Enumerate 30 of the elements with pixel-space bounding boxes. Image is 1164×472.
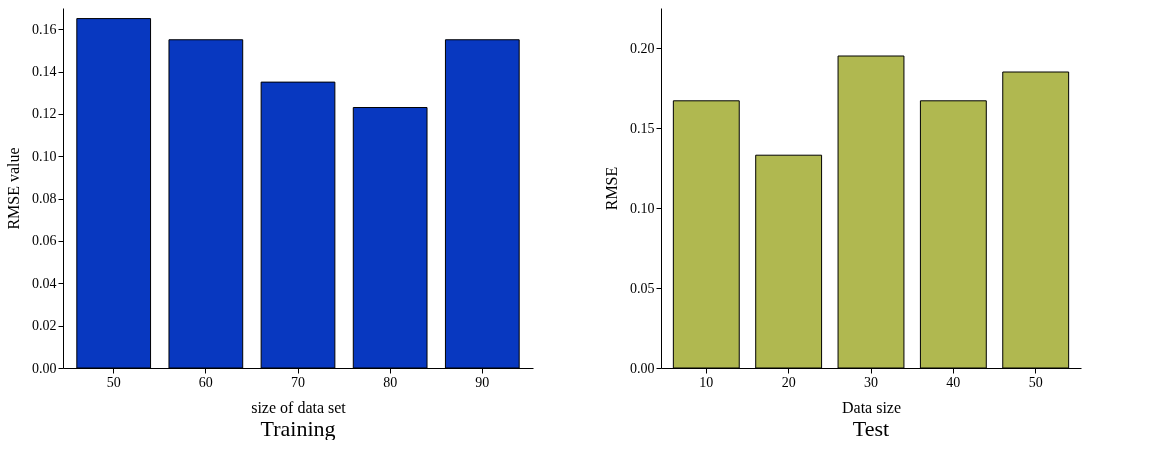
y-tick-label: 0.12 bbox=[32, 106, 57, 122]
y-axis-title: RMSE value bbox=[5, 147, 22, 230]
x-tick-label: 30 bbox=[864, 374, 878, 390]
y-tick-label: 0.20 bbox=[630, 40, 655, 56]
x-tick-label: 10 bbox=[699, 374, 714, 390]
x-tick-label: 50 bbox=[106, 374, 121, 390]
y-tick-label: 0.10 bbox=[32, 148, 57, 164]
x-tick-label: 20 bbox=[781, 374, 796, 390]
x-axis-title: size of data set bbox=[251, 398, 347, 416]
y-tick-label: 0.00 bbox=[630, 360, 655, 376]
y-tick-label: 0.15 bbox=[630, 120, 655, 136]
y-tick-label: 0.16 bbox=[32, 21, 57, 37]
x-tick-label: 60 bbox=[198, 374, 213, 390]
x-axis-title: Data size bbox=[841, 398, 902, 416]
x-tick-label: 50 bbox=[1028, 374, 1043, 390]
y-tick-label: 0.04 bbox=[32, 275, 57, 291]
x-tick-label: 80 bbox=[383, 374, 398, 390]
y-axis-title: RMSE bbox=[603, 166, 620, 211]
y-tick-label: 0.00 bbox=[32, 360, 57, 376]
y-tick-label: 0.08 bbox=[32, 191, 57, 207]
text: Training bbox=[260, 416, 336, 441]
y-tick-label: 0.10 bbox=[630, 200, 655, 216]
y-tick-label: 0.06 bbox=[32, 233, 57, 249]
y-tick-label: 0.05 bbox=[630, 280, 655, 296]
x-tick-label: 40 bbox=[946, 374, 961, 390]
y-tick-label: 0.14 bbox=[32, 64, 57, 80]
text: Test bbox=[852, 416, 890, 441]
y-tick-label: 0.02 bbox=[32, 318, 57, 334]
x-tick-label: 90 bbox=[475, 374, 490, 390]
x-tick-label: 70 bbox=[291, 374, 305, 390]
